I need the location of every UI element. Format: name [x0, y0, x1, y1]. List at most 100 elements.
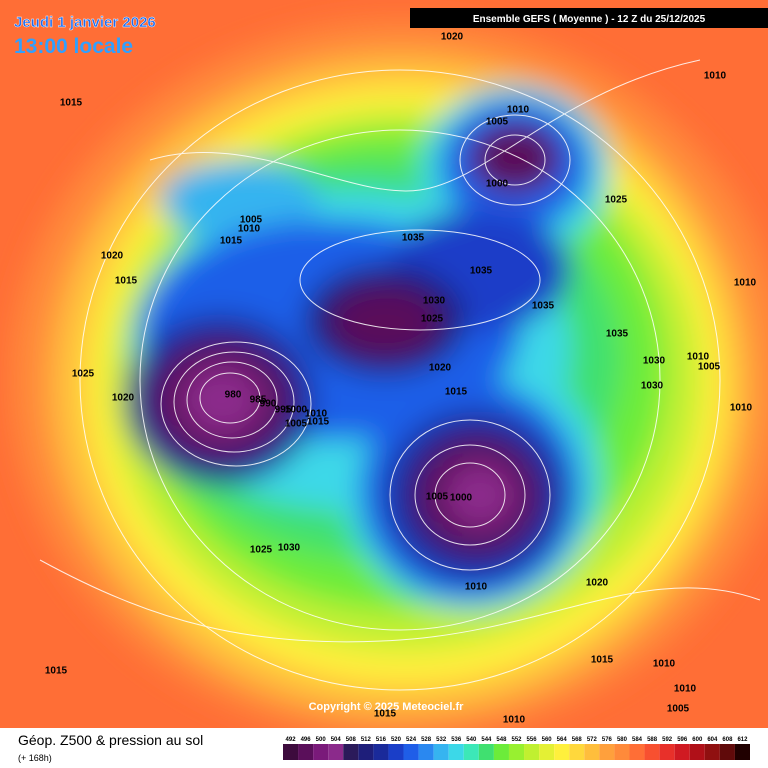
isobar-label: 1030 — [641, 381, 664, 392]
scale-label: 592 — [662, 737, 673, 743]
scale-label: 608 — [722, 737, 733, 743]
isobar-label: 995 — [275, 405, 292, 416]
isobar-label: 1025 — [250, 545, 273, 556]
scale-label: 496 — [301, 737, 312, 743]
isobar-label: 1030 — [643, 356, 666, 367]
isobar-label: 1015 — [307, 417, 330, 428]
isobar-label: 1010 — [653, 659, 676, 670]
scale-swatch — [358, 744, 374, 760]
scale-label: 612 — [737, 737, 748, 743]
scale-label: 564 — [557, 737, 568, 743]
scale-label: 516 — [376, 737, 387, 743]
scale-label: 492 — [286, 737, 297, 743]
isobar-label: 1005 — [240, 215, 263, 226]
scale-swatch — [644, 744, 660, 760]
scale-label: 552 — [511, 737, 522, 743]
scale-swatch — [719, 744, 735, 760]
isobar-label: 1015 — [60, 98, 83, 109]
scale-swatch — [328, 744, 344, 760]
scale-swatch — [569, 744, 585, 760]
scale-swatch — [343, 744, 359, 760]
isobar-label: 1010 — [507, 105, 530, 116]
scale-swatch — [373, 744, 389, 760]
color-scale: 492 496 500 504 508 512 516 520 524 528 532 536 540 5… — [283, 737, 750, 760]
scale-label: 600 — [692, 737, 703, 743]
isobar-label: 1010 — [734, 278, 757, 289]
scale-swatch — [433, 744, 449, 760]
scale-label: 580 — [617, 737, 628, 743]
scale-label: 536 — [451, 737, 462, 743]
scale-label: 508 — [346, 737, 357, 743]
isobar-label: 1020 — [429, 363, 452, 374]
scale-swatch — [313, 744, 329, 760]
isobar-label: 1035 — [606, 329, 629, 340]
isobar-label: 1010 — [730, 403, 753, 414]
scale-label: 584 — [632, 737, 643, 743]
scale-label: 556 — [527, 737, 538, 743]
scale-label: 532 — [436, 737, 447, 743]
scale-label: 544 — [481, 737, 492, 743]
scale-swatch — [508, 744, 525, 760]
scale-swatch — [478, 744, 494, 760]
isobar-label: 1020 — [441, 32, 464, 43]
scale-label: 572 — [587, 737, 598, 743]
scale-label: 548 — [496, 737, 507, 743]
isobar-label: 990 — [260, 399, 277, 410]
scale-label: 568 — [572, 737, 583, 743]
isobar-label: 1020 — [101, 251, 124, 262]
scale-label: 504 — [331, 737, 342, 743]
isobar-label: 1030 — [423, 296, 446, 307]
scale-swatch — [539, 744, 555, 760]
scale-label: 540 — [466, 737, 477, 743]
isobar-label: 1005 — [698, 362, 721, 373]
isobar-label: 1000 — [450, 493, 473, 504]
scale-label: 524 — [406, 737, 417, 743]
isobar-label: 980 — [225, 390, 242, 401]
isobar-label: 1035 — [470, 266, 493, 277]
scale-swatch — [734, 744, 750, 760]
caption-lead: (+ 168h) — [18, 753, 52, 763]
scale-label: 512 — [361, 737, 372, 743]
scale-swatch — [403, 744, 419, 760]
isobar-label: 985 — [250, 395, 267, 406]
isobar-label: 1005 — [426, 492, 449, 503]
scale-label: 604 — [707, 737, 718, 743]
isobar-label: 1020 — [112, 393, 135, 404]
isobar-label: 1020 — [586, 578, 609, 589]
scale-swatch — [629, 744, 645, 760]
scale-swatch — [674, 744, 690, 760]
scale-swatch — [689, 744, 705, 760]
isobar-label: 1000 — [285, 405, 308, 416]
isobar-label: 1025 — [421, 314, 444, 325]
copyright: Copyright © 2025 Meteociel.fr — [309, 701, 465, 713]
scale-swatch — [599, 744, 615, 760]
isobar-label: 1015 — [115, 276, 138, 287]
scale-label: 576 — [602, 737, 613, 743]
isobar-label: 1025 — [605, 195, 628, 206]
caption-title: Géop. Z500 & pression au sol — [18, 732, 203, 748]
isobar-label: 1010 — [238, 224, 261, 235]
scale-swatch — [704, 744, 720, 760]
isobar-label: 1010 — [305, 409, 328, 420]
isobar-label: 1015 — [45, 666, 68, 677]
scale-swatch — [418, 744, 434, 760]
isobar-label: 1010 — [674, 684, 697, 695]
scale-swatch — [298, 744, 314, 760]
isobar-label: 1015 — [220, 236, 243, 247]
isobar-label: 1035 — [402, 233, 425, 244]
isobar-label: 1010 — [687, 352, 710, 363]
scale-swatch — [584, 744, 600, 760]
scale-swatch — [493, 744, 509, 760]
scale-label: 588 — [647, 737, 658, 743]
scale-label: 500 — [316, 737, 327, 743]
isobar-label: 1010 — [704, 71, 727, 82]
scale-swatch — [463, 744, 479, 760]
run-info: Ensemble GEFS ( Moyenne ) - 12 Z du 25/1… — [473, 14, 706, 25]
scale-swatch — [448, 744, 464, 760]
isobar-label: 1030 — [278, 543, 301, 554]
field: Ensemble GEFS ( Moyenne ) - 12 Z du 25/1… — [0, 0, 768, 728]
isobar-label: 1025 — [72, 369, 95, 380]
isobar-label: 1015 — [591, 655, 614, 666]
